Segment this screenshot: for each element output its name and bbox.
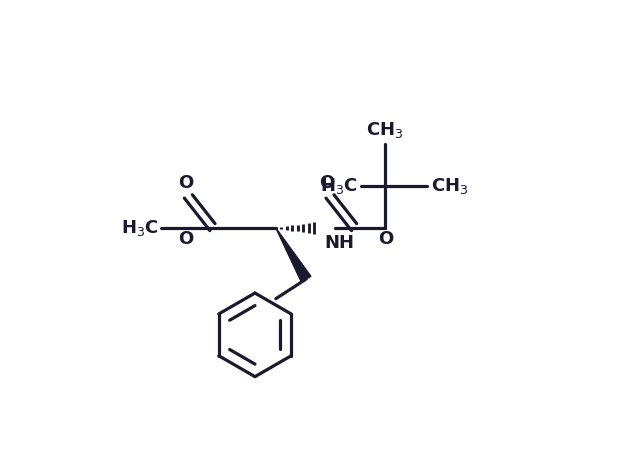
Text: H$_3$C: H$_3$C bbox=[121, 218, 159, 238]
Text: O: O bbox=[378, 230, 394, 248]
Text: O: O bbox=[319, 174, 335, 192]
Text: NH: NH bbox=[324, 234, 355, 251]
Text: CH$_3$: CH$_3$ bbox=[431, 176, 469, 196]
Text: H$_3$C: H$_3$C bbox=[320, 176, 358, 196]
Text: CH$_3$: CH$_3$ bbox=[366, 120, 404, 140]
Text: O: O bbox=[178, 174, 193, 192]
Text: O: O bbox=[178, 230, 193, 248]
Polygon shape bbox=[276, 228, 311, 282]
